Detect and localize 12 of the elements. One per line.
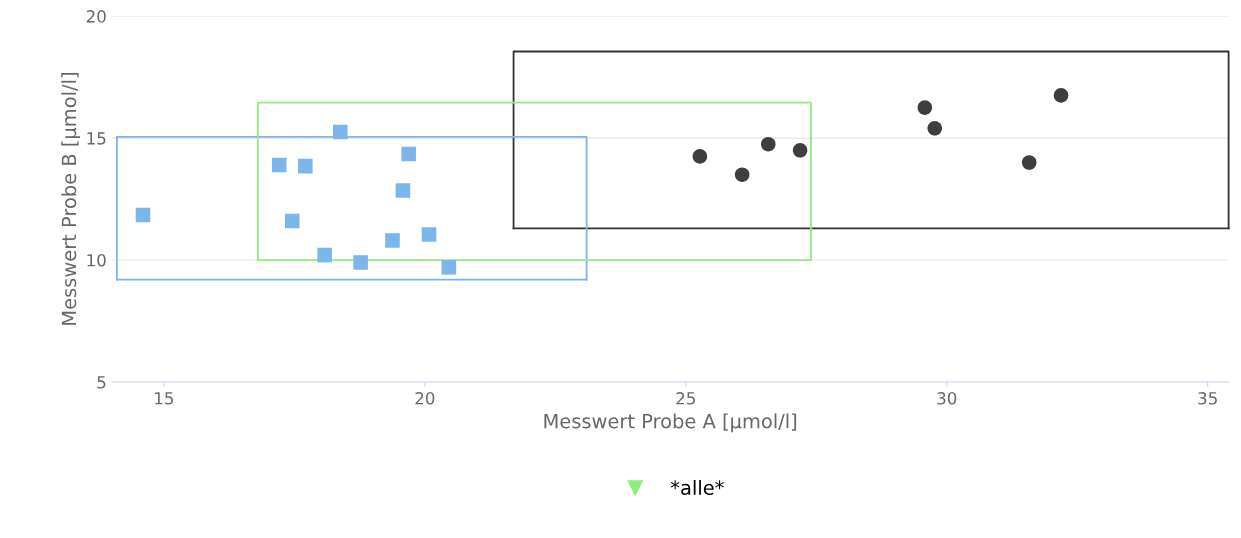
- y-tick-label: 10: [87, 254, 106, 267]
- x-tick-label: 35: [1198, 392, 1217, 405]
- x-tick-label: 30: [937, 392, 957, 405]
- x-tick-label: 15: [155, 392, 174, 405]
- y-axis-title: Messwert Probe B [µmol/l]: [61, 73, 81, 325]
- x-tick-label: 25: [676, 392, 695, 405]
- y-tick-label: 5: [97, 376, 106, 389]
- y-tick-label: 20: [86, 10, 106, 23]
- x-axis-title: Messwert Probe A [µmol/l]: [544, 413, 797, 433]
- legend-label: *alle*: [670, 479, 724, 496]
- x-tick-label: 20: [415, 392, 435, 405]
- y-tick-label: 15: [87, 132, 106, 145]
